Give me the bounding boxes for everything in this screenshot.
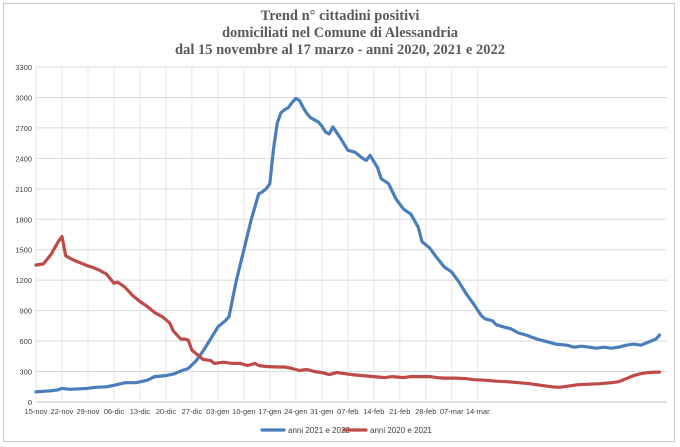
y-tick-label: 600 <box>19 337 32 346</box>
x-tick-label: 10-gen <box>232 407 255 416</box>
x-tick-label: 14-mar <box>466 407 490 416</box>
x-tick-label: 28-feb <box>415 407 436 416</box>
y-tick-label: 3000 <box>15 93 32 102</box>
chart-title-line-1: Trend n° cittadini positivi <box>260 8 420 24</box>
y-tick-label: 1200 <box>15 276 32 285</box>
series-lines <box>34 96 662 394</box>
chart-title: Trend n° cittadini positivi domiciliati … <box>0 8 680 59</box>
x-tick-label: 29-nov <box>76 407 99 416</box>
y-tick-label: 1500 <box>15 246 32 255</box>
x-tick-label: 07-mar <box>440 407 464 416</box>
x-tick-label: 06-dic <box>104 407 125 416</box>
legend: anni 2021 e 2022 anni 2020 e 2021 <box>260 426 432 435</box>
y-tick-label: 2100 <box>15 185 32 194</box>
x-tick-label: 22-nov <box>51 407 74 416</box>
x-axis-ticks: 15-nov 22-nov 29-nov 06-dic 13-dic 20-dic 27-d… <box>25 407 491 416</box>
x-tick-label: 20-dic <box>156 407 177 416</box>
x-tick-label: 17-gen <box>258 407 281 416</box>
chart-title-line-2: domiciliati nel Comune di Alessandria <box>221 25 459 41</box>
chart-title-line-3: dal 15 novembre al 17 marzo - anni 2020,… <box>175 42 505 58</box>
y-tick-label: 300 <box>19 368 32 377</box>
x-tick-label: 31-gen <box>310 407 333 416</box>
y-tick-label: 900 <box>19 307 32 316</box>
y-tick-label: 1800 <box>15 215 32 224</box>
legend-label-2: anni 2020 e 2021 <box>370 426 432 435</box>
y-tick-label: 0 <box>28 398 32 407</box>
x-tick-label: 21-feb <box>389 407 410 416</box>
y-tick-label: 2400 <box>15 154 32 163</box>
x-tick-label: 27-dic <box>182 407 203 416</box>
y-tick-label: 2700 <box>15 124 32 133</box>
x-tick-label: 07-feb <box>337 407 358 416</box>
legend-label-1: anni 2021 e 2022 <box>288 426 350 435</box>
y-tick-label: 3300 <box>15 63 32 72</box>
grid-lines <box>35 66 667 403</box>
x-tick-label: 24-gen <box>284 407 307 416</box>
y-axis-ticks: 0 300 600 900 1200 1500 1800 2100 2400 2700 3000 33… <box>15 63 32 407</box>
x-tick-label: 15-nov <box>25 407 48 416</box>
chart-frame <box>3 3 675 442</box>
x-tick-label: 13-dic <box>130 407 151 416</box>
x-tick-label: 03-gen <box>206 407 229 416</box>
series-line-2 <box>34 234 662 389</box>
series-line-1 <box>34 96 662 394</box>
x-tick-label: 14-feb <box>363 407 384 416</box>
